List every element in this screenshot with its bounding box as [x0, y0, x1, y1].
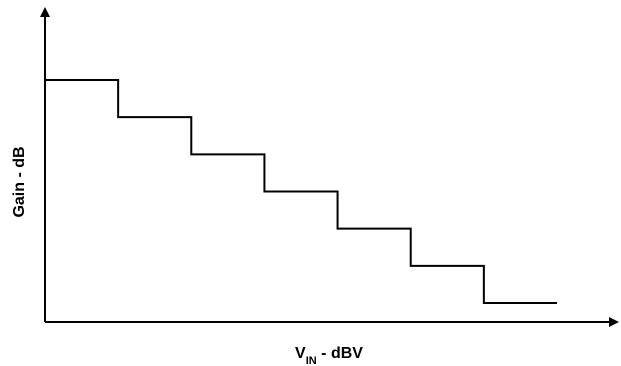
- x-axis-label-main: V: [295, 345, 306, 362]
- series: [45, 79, 557, 304]
- labels: Gain - dB VIN - dBV: [11, 146, 363, 366]
- gain-step-line: [45, 79, 557, 304]
- x-axis-label-subscript: IN: [306, 355, 317, 366]
- y-axis-label: Gain - dB: [11, 146, 28, 217]
- x-axis-label-suffix: - dBV: [317, 345, 364, 362]
- x-axis-label: VIN - dBV: [295, 345, 363, 366]
- axes: [40, 7, 619, 327]
